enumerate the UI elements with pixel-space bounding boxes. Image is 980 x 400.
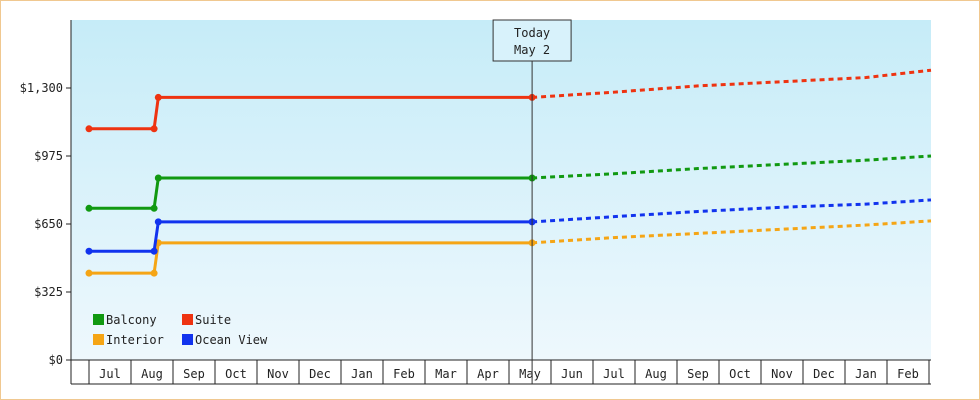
series-point-suite	[85, 125, 93, 133]
x-tick-label: Jul	[99, 367, 121, 381]
series-line-ocean-view	[89, 220, 533, 253]
today-box	[492, 19, 572, 62]
series-point-ocean-view	[154, 218, 162, 226]
x-tick-label: May	[519, 367, 541, 381]
legend-label-ocean-view: Ocean View	[195, 333, 268, 347]
x-tick-label: Feb	[897, 367, 919, 381]
x-tick-label: Nov	[771, 367, 793, 381]
x-tick-label: Sep	[687, 367, 709, 381]
x-tick-label: Sep	[183, 367, 205, 381]
series-forecast-balcony	[532, 154, 932, 180]
series-point-interior	[150, 269, 158, 277]
today-label: Today	[514, 26, 550, 40]
x-tick-label: Jan	[351, 367, 373, 381]
series-line-balcony	[89, 176, 533, 210]
series-point-balcony	[154, 174, 162, 182]
series-point-ocean-view	[85, 247, 93, 255]
legend-swatch-balcony	[93, 314, 104, 325]
legend-label-interior: Interior	[106, 333, 164, 347]
legend-label-balcony: Balcony	[106, 313, 157, 327]
y-tick-label: $0	[49, 353, 63, 367]
series-line-interior	[89, 241, 533, 275]
x-tick-label: Nov	[267, 367, 289, 381]
series-line-suite	[89, 95, 533, 131]
series-forecast-ocean-view	[532, 198, 932, 224]
y-tick-label: $325	[34, 285, 63, 299]
x-tick-label: Oct	[729, 367, 751, 381]
x-tick-label: Oct	[225, 367, 247, 381]
legend-swatch-suite	[182, 314, 193, 325]
x-tick-label: Aug	[645, 367, 667, 381]
series-point-suite	[150, 125, 158, 133]
x-tick-label: Dec	[813, 367, 835, 381]
x-tick-label: Aug	[141, 367, 163, 381]
x-tick-label: Mar	[435, 367, 457, 381]
series-point-balcony	[150, 204, 158, 212]
legend-swatch-ocean-view	[182, 334, 193, 345]
series-forecast-interior	[532, 219, 932, 245]
x-tick-label: Jan	[855, 367, 877, 381]
legend-label-suite: Suite	[195, 313, 231, 327]
x-tick-label: Apr	[477, 367, 499, 381]
y-tick-label: $975	[34, 149, 63, 163]
series-point-suite	[154, 93, 162, 101]
series-point-interior	[85, 269, 93, 277]
today-date-label: May 2	[514, 43, 550, 57]
series-forecast-suite	[532, 68, 932, 99]
x-tick-label: Dec	[309, 367, 331, 381]
plot-area	[71, 20, 931, 360]
x-tick-label: Jun	[561, 367, 583, 381]
series-point-balcony	[85, 204, 93, 212]
y-tick-label: $650	[34, 217, 63, 231]
y-tick-label: $1,300	[20, 81, 63, 95]
x-tick-label: Feb	[393, 367, 415, 381]
series-point-ocean-view	[150, 247, 158, 255]
x-tick-label: Jul	[603, 367, 625, 381]
legend-swatch-interior	[93, 334, 104, 345]
